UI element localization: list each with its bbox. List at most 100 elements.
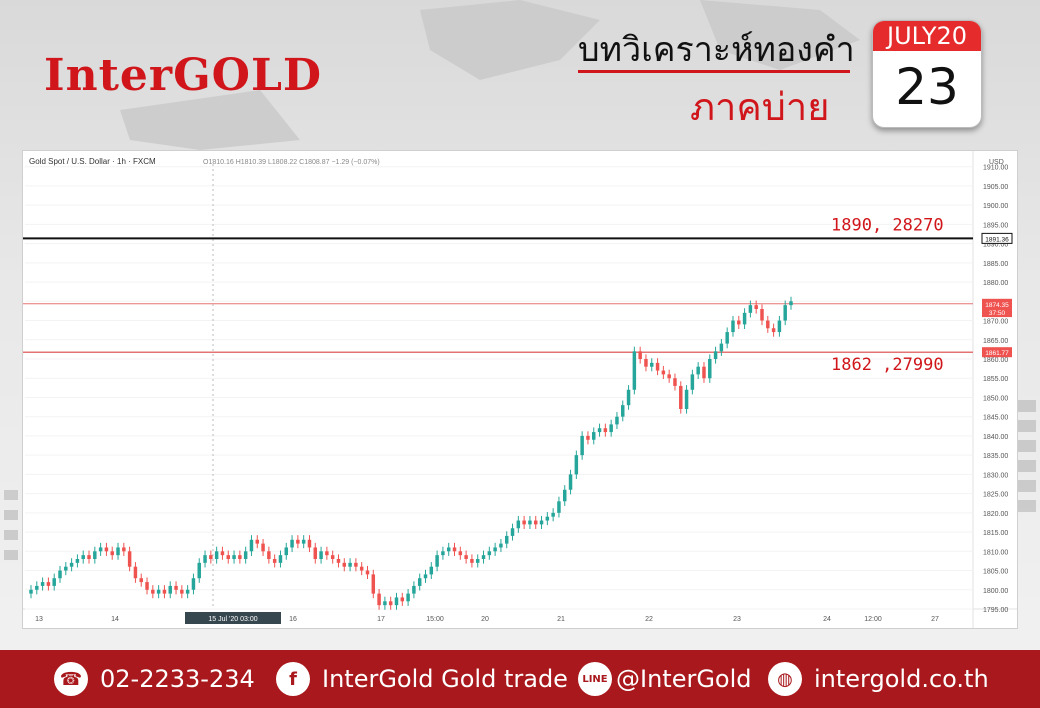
price-tag-label: 1861.77 [985,350,1009,357]
x-tick-label: 21 [557,616,565,623]
candle-body [296,539,300,544]
candle-body [592,432,596,440]
candle-body [116,547,120,556]
candle-body [510,528,515,536]
instrument-label: Gold Spot / U.S. Dollar · 1h · FXCM [29,157,156,166]
candle-body [365,570,370,575]
candle-body [162,589,167,594]
candle-body [667,374,671,379]
candle-body [417,578,422,586]
candle-body [52,578,56,586]
y-tick-label: 1865.00 [983,338,1008,345]
candle-body [493,547,497,552]
candle-body [719,343,724,352]
x-tick-label: 22 [645,616,653,623]
page-subtitle: ภาคบ่าย [690,85,830,129]
candle-body [307,539,312,548]
globe-icon: ◍ [768,662,802,696]
candle-body [238,555,242,559]
y-tick-label: 1820.00 [983,511,1008,518]
candle-body [406,593,410,602]
y-tick-label: 1850.00 [983,395,1008,402]
candle-body [754,305,758,309]
calendar-badge: JULY20 23 [872,20,982,128]
candle-body [267,551,271,559]
candle-body [545,516,550,521]
candle-body [58,570,62,579]
candle-body [458,551,463,556]
candle-body [528,520,532,525]
candle-body [615,416,619,425]
candle-body [243,551,248,559]
candle-body [557,501,561,513]
page-title: บทวิเคราะห์ทองคำ [578,30,855,70]
candle-body [168,585,172,594]
candle-body [742,312,747,325]
candle-body [452,547,457,552]
candle-body [145,582,149,590]
candle-body [568,474,573,490]
candle-body [737,320,741,325]
candle-body [446,547,451,552]
footer-phone[interactable]: ☎ 02-2233-234 [54,650,255,708]
candle-body [481,555,486,559]
candle-body [487,551,492,556]
candle-body [214,551,219,559]
candle-body [771,328,776,333]
candle-body [35,585,39,590]
candle-body [789,301,793,306]
candle-body [174,585,178,590]
candle-body [290,539,294,548]
y-tick-label: 1855.00 [983,376,1008,383]
chart-svg: Gold Spot / U.S. Dollar · 1h · FXCM O1810… [23,151,1017,628]
x-tick-label: 20 [481,616,489,623]
candle-body [533,520,538,525]
candle-body [673,378,677,386]
x-tick-label: 24 [823,616,831,623]
y-tick-label: 1905.00 [983,184,1008,191]
candle-body [348,562,352,567]
line-icon: LINE [578,662,612,696]
y-tick-label: 1810.00 [983,549,1008,556]
candle-body [580,435,584,456]
candle-body [394,597,399,606]
candle-body [684,389,689,409]
candle-body [249,539,254,552]
candle-body [621,405,625,417]
candle-body [650,362,654,367]
facebook-text: InterGold Gold trade [322,665,568,693]
candle-body [690,374,695,390]
candle-body [661,370,666,375]
candle-body [40,582,45,586]
phone-text: 02-2233-234 [100,665,255,693]
candle-body [81,555,85,559]
candle-body [748,305,753,313]
candle-body [644,359,648,367]
candle-body [185,589,190,594]
candle-body [731,320,735,333]
candle-body [232,555,236,559]
candle-body [110,551,114,556]
footer-website[interactable]: ◍ intergold.co.th [768,650,989,708]
y-tick-label: 1880.00 [983,280,1008,287]
candle-body [29,589,33,594]
level-annotation: 1890, 28270 [831,215,944,235]
y-tick-label: 1895.00 [983,222,1008,229]
candle-body [319,551,323,559]
candle-body [708,359,712,379]
y-tick-label: 1910.00 [983,165,1008,172]
candle-body [679,385,683,409]
candle-body [330,555,335,559]
footer-line[interactable]: LINE @InterGold [578,650,752,708]
candle-body [359,566,364,571]
candle-body [725,332,729,344]
price-tag-box [982,298,1012,309]
candle-body [783,305,787,321]
line-text: @InterGold [616,665,752,693]
candle-body [499,543,503,548]
candle-body [371,574,376,594]
candle-body [151,589,155,594]
candle-body [377,593,381,606]
footer-facebook[interactable]: f InterGold Gold trade [276,650,568,708]
candle-body [342,562,347,567]
